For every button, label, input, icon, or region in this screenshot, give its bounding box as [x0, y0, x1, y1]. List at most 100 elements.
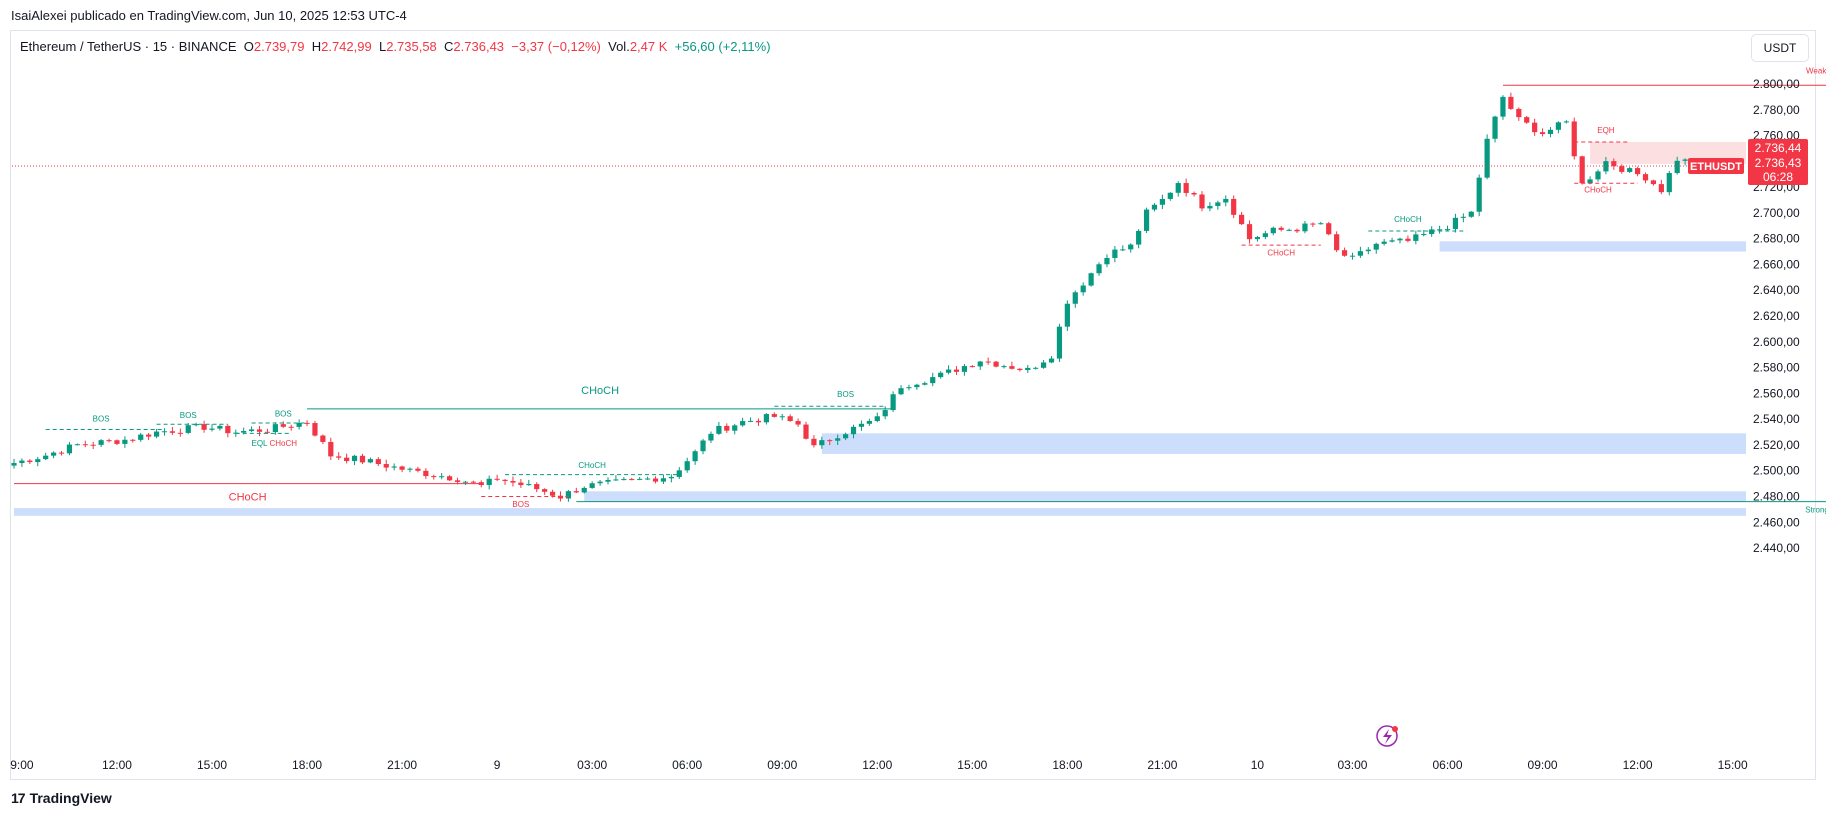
candle-up	[1421, 234, 1427, 236]
candle-up	[874, 416, 880, 421]
candle-up	[217, 425, 223, 429]
lightning-icon	[1383, 729, 1392, 744]
candle-up	[858, 423, 865, 427]
candle-down	[375, 459, 381, 465]
candle-up	[1072, 292, 1078, 304]
x-axis-tick: 12:00	[862, 758, 892, 772]
change-value: −3,37 (−0,12%)	[511, 39, 601, 54]
symbol-description[interactable]: Ethereum / TetherUS · 15 · BINANCE	[20, 39, 237, 54]
candle-up	[1112, 249, 1118, 258]
candle-down	[312, 423, 318, 436]
candle-up	[1088, 273, 1094, 286]
tradingview-logo[interactable]: 17 TradingView	[11, 790, 112, 806]
candle-down	[1294, 229, 1300, 232]
candle-down	[1009, 366, 1015, 369]
y-axis-tick: 2.520,00	[1753, 438, 1800, 452]
candle-up	[1254, 237, 1261, 240]
candle-down	[225, 425, 231, 434]
x-axis-tick: 06:00	[1433, 758, 1463, 772]
structure-label: CHoCH	[269, 439, 297, 448]
candle-up	[1437, 229, 1443, 231]
candle-up	[945, 369, 952, 373]
x-axis-tick: 9	[494, 758, 501, 772]
candle-down	[518, 482, 524, 486]
structure-label: BOS	[93, 415, 110, 424]
currency-button[interactable]: USDT	[1751, 34, 1809, 62]
tradingview-logo-icon: 17	[11, 790, 26, 806]
candle-up	[1666, 173, 1672, 193]
candle-up	[1674, 160, 1680, 174]
candle-up	[1096, 264, 1102, 274]
candle-up	[185, 425, 191, 433]
candle-down	[1239, 214, 1245, 225]
candle-up	[1270, 227, 1276, 234]
structure-label: BOS	[837, 390, 854, 399]
open-label: O	[243, 39, 254, 54]
candle-down	[549, 491, 556, 496]
candle-up	[43, 455, 49, 460]
candle-down	[169, 431, 175, 433]
low-label: L	[378, 39, 387, 54]
x-axis-tick: 15:00	[197, 758, 227, 772]
candle-up	[589, 483, 595, 488]
candle-down	[534, 484, 540, 490]
candle-down	[58, 452, 65, 454]
candle-down	[280, 424, 286, 427]
choch_red-label: CHoCH	[229, 492, 267, 504]
notification-dot-icon	[1392, 726, 1398, 732]
candle-up	[1207, 205, 1213, 209]
chart-frame	[10, 30, 1816, 780]
structure-label: EQH	[1597, 126, 1615, 135]
candle-down	[423, 470, 429, 477]
candle-up	[716, 425, 722, 434]
y-axis-tick: 2.660,00	[1753, 257, 1800, 271]
candle-up	[906, 387, 912, 389]
candle-up	[1627, 168, 1633, 172]
candle-down	[1642, 174, 1649, 181]
candle-up	[1120, 249, 1126, 251]
candle-up	[1286, 229, 1292, 231]
candle-down	[1619, 166, 1625, 172]
candle-down	[256, 429, 263, 432]
y-axis-tick: 2.700,00	[1753, 206, 1800, 220]
demand-zone	[821, 433, 1746, 454]
candle-up	[1365, 249, 1371, 252]
candle-down	[755, 420, 762, 423]
candle-down	[177, 432, 183, 434]
candle-up	[581, 487, 587, 493]
candle-up	[613, 479, 619, 481]
y-axis-tick: 2.780,00	[1753, 103, 1800, 117]
candle-up	[1128, 244, 1134, 250]
x-axis-tick: 21:00	[387, 758, 417, 772]
candle-up	[938, 372, 944, 378]
candle-up	[1547, 129, 1554, 134]
candle-down	[827, 440, 833, 442]
candle-down	[1611, 161, 1617, 167]
candle-up	[1104, 257, 1110, 265]
candle-down	[724, 425, 730, 431]
candle-down	[494, 478, 500, 480]
candle-down	[1508, 96, 1514, 109]
volume-label: Vol.	[608, 39, 630, 54]
price-tag-countdown: 06:28	[1763, 170, 1793, 184]
candle-up	[296, 422, 302, 427]
candle-up	[1175, 183, 1181, 193]
candle-up	[660, 478, 667, 482]
x-axis-tick: 9:00	[10, 758, 34, 772]
candle-up	[763, 414, 769, 423]
candle-down	[1635, 168, 1641, 175]
candle-down	[1199, 194, 1205, 209]
candle-down	[1516, 108, 1522, 118]
candle-up	[35, 459, 41, 463]
x-axis-tick: 18:00	[1052, 758, 1082, 772]
y-axis-tick: 2.640,00	[1753, 283, 1800, 297]
candle-up	[835, 438, 841, 441]
candle-down	[1532, 122, 1538, 133]
candle-up	[930, 377, 936, 384]
candle-up	[1373, 243, 1379, 250]
candle-up	[351, 455, 358, 462]
candle-down	[130, 439, 136, 441]
y-axis-tick: 2.680,00	[1753, 232, 1800, 246]
candle-up	[692, 451, 698, 462]
